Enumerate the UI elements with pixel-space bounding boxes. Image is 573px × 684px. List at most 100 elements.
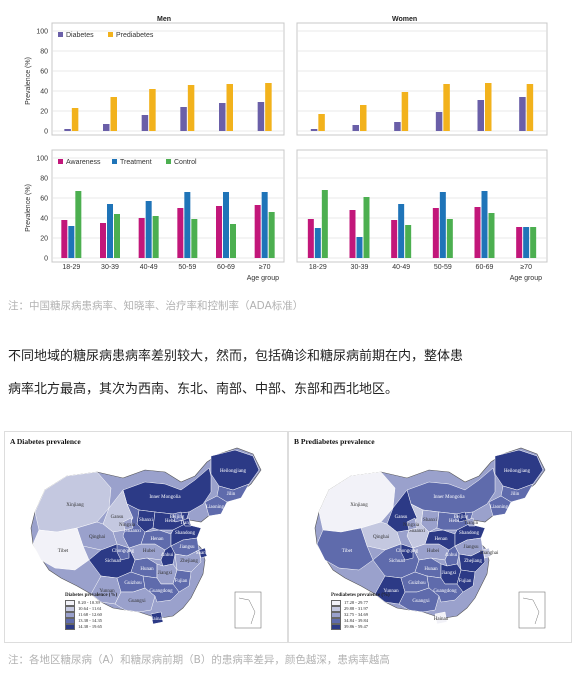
- men-prevalence-bar-diabetes: [103, 124, 110, 131]
- men-awareness-x-tick-label: 60-69: [217, 264, 235, 271]
- map-a-province-label: Shanxi: [139, 518, 154, 523]
- men-awareness-y-tick-label: 40: [40, 216, 48, 223]
- map-b-province-label: Fujian: [459, 579, 472, 584]
- men-awareness-bar-control: [75, 191, 82, 258]
- men-prevalence-y-axis-label: Prevalence (%): [25, 57, 32, 105]
- men-awareness-bar-awareness: [177, 208, 184, 258]
- map-b-province-label: Shaanxi: [409, 529, 426, 534]
- map-a-province-shanghai: [198, 547, 208, 559]
- map-a-province-guangdong: [142, 575, 180, 603]
- map-b-province-label: Yunnan: [383, 589, 399, 594]
- map-a-legend-swatch: [65, 618, 75, 624]
- map-b-legend-item: 17.28 - 29.77: [331, 600, 368, 606]
- men-prevalence-bar-prediabetes: [110, 97, 117, 131]
- map-b-province-label: Tibet: [342, 549, 353, 554]
- map-b-province-label: Zhejiang: [464, 559, 482, 564]
- map-b-province-label: Shanghai: [480, 551, 499, 556]
- men-awareness-bar-control: [114, 214, 120, 258]
- map-b-province-label: Gansu: [395, 515, 408, 520]
- map-b-province-label: Shandong: [459, 531, 480, 536]
- map-a-province-label: Hebei: [165, 519, 178, 524]
- map-a-legend-item: 11.68 - 12.60: [65, 612, 102, 618]
- map-a-province-label: Tibet: [58, 549, 69, 554]
- map-a-province-label: Guangxi: [128, 599, 146, 604]
- map-b-legend-label: 32.75 - 34.69: [344, 612, 368, 618]
- women-awareness-x-tick-label: 50-59: [434, 264, 452, 271]
- men-prevalence-bar-prediabetes: [71, 108, 79, 131]
- map-caption-note: 注：各地区糖尿病（A）和糖尿病前期（B）的患病率差异，颜色越深，患病率越高: [8, 654, 390, 666]
- map-b-province-label: Guangdong: [433, 589, 457, 594]
- women-awareness-bar-awareness: [432, 208, 439, 258]
- men-prevalence-bar-diabetes: [141, 115, 149, 131]
- map-a-province-label: Tianjin: [180, 521, 195, 526]
- prevalence-awareness-charts: 0 20 40 60 80 100 Prevalence (%) Diabetes Predia…: [25, 22, 548, 282]
- chart-caption-note: 注：中国糖尿病患病率、知晓率、治疗率和控制率（ADA标准）: [8, 300, 304, 312]
- map-a-province-label: Inner Mongolia: [149, 495, 181, 500]
- women-awareness-bar-treatment: [439, 192, 446, 258]
- men-prevalence-legend-swatch: [108, 32, 113, 37]
- men-prevalence-bar-diabetes: [64, 129, 71, 131]
- men-awareness-legend-swatch: [166, 159, 171, 164]
- women-awareness-bar-awareness: [307, 219, 314, 258]
- map-b-province-qinghai: [360, 521, 402, 551]
- map-a-legend-label: 10.64 - 11.61: [78, 606, 102, 612]
- map-b-province-label: Anhui: [445, 553, 458, 558]
- men-prevalence-bar-diabetes: [180, 107, 187, 131]
- map-a-legend-swatch: [65, 624, 75, 630]
- men-awareness-bar-control: [230, 224, 236, 258]
- men-awareness-y-tick-label: 60: [40, 196, 48, 203]
- map-b-legend-swatch: [331, 612, 341, 618]
- map-a-province-label: Hubei: [143, 549, 156, 554]
- men-awareness-x-tick-label: 18-29: [62, 264, 80, 271]
- map-b-legend-swatch: [331, 618, 341, 624]
- map-b-province-label: Sichuan: [389, 559, 406, 564]
- map-b-province-chongqing: [400, 543, 414, 561]
- map-b-province-label: Guizhou: [408, 581, 426, 586]
- women-awareness-bar-awareness: [474, 207, 481, 258]
- map-a-province-label: Anhui: [161, 553, 174, 558]
- map-b-province-label: Shanxi: [423, 518, 438, 523]
- map-b-province-label: Chongqing: [396, 549, 419, 554]
- map-a-province-ningxia: [122, 517, 134, 531]
- men-prevalence-legend-label: Diabetes: [66, 32, 94, 39]
- men-awareness-legend-label: Treatment: [120, 159, 152, 166]
- map-a-province-label: Shandong: [175, 531, 196, 536]
- men-prevalence-y-tick-label: 20: [40, 109, 48, 116]
- women-prevalence-frame: [296, 22, 548, 136]
- map-b-province-shanghai: [482, 547, 492, 559]
- map-a-province-label: Guangdong: [149, 589, 173, 594]
- women-awareness-frame: [296, 149, 548, 263]
- map-a-province-label: Shaanxi: [125, 529, 142, 534]
- map-b-province-label: Henan: [434, 537, 448, 542]
- men-prevalence-bar-prediabetes: [265, 83, 272, 131]
- women-awareness-bar-awareness: [349, 210, 356, 258]
- map-a-province-label: Shanghai: [196, 551, 215, 556]
- men-awareness-bar-awareness: [61, 220, 68, 258]
- map-a-province-label: Heilongjiang: [220, 469, 247, 474]
- men-awareness-bar-awareness: [254, 205, 261, 258]
- map-b-province-label: Liaoning: [490, 505, 509, 510]
- map-a-province-tibet: [32, 527, 90, 571]
- map-a-legend-item: 8.20 - 10.39: [65, 600, 100, 606]
- map-a-legend-swatch: [65, 606, 75, 612]
- map-a-diabetes-prevalence: A Diabetes prevalence Heilongjiang Jilin L…: [4, 431, 288, 643]
- men-awareness-y-tick-label: 0: [44, 256, 48, 263]
- map-b-legend-label: 17.28 - 29.77: [344, 600, 368, 606]
- men-awareness-y-tick-label: 100: [36, 156, 48, 163]
- women-prevalence-bar-diabetes: [477, 100, 484, 131]
- map-a-province-qinghai: [76, 521, 118, 551]
- men-awareness-bar-control: [152, 216, 159, 258]
- map-b-legend-item: 39.86 - 59.47: [331, 624, 368, 630]
- women-prevalence-bar-diabetes: [352, 125, 359, 131]
- paragraph-line-2: 病率北方最高，其次为西南、东北、南部、中部、东部和西北地区。: [8, 382, 399, 397]
- map-a-province-tianjin: [182, 517, 192, 527]
- map-a-province-label: Hunan: [140, 567, 154, 572]
- map-b-province-label: Inner Mongolia: [433, 495, 465, 500]
- men-awareness-bar-control: [191, 219, 198, 258]
- map-a-province-label: Liaoning: [206, 505, 225, 510]
- map-a-province-label: Xinjiang: [66, 503, 84, 508]
- map-b-legend-item: 32.75 - 34.69: [331, 612, 368, 618]
- map-b-province-guangdong: [426, 575, 464, 603]
- men-awareness-y-tick-label: 20: [40, 236, 48, 243]
- map-b-province-hainan: [434, 611, 448, 625]
